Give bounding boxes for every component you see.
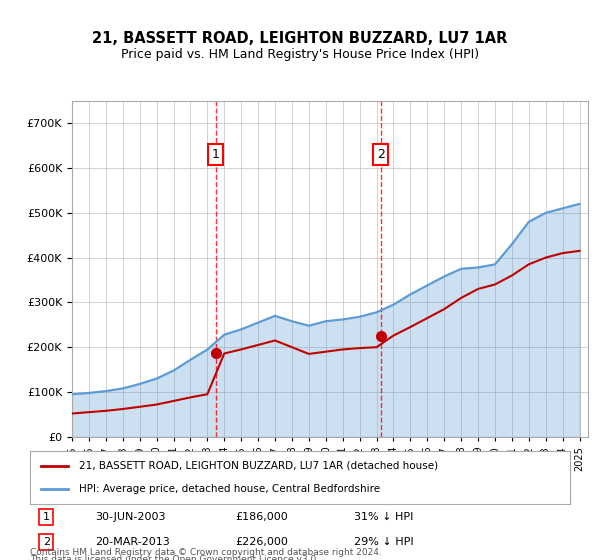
- Text: 21, BASSETT ROAD, LEIGHTON BUZZARD, LU7 1AR: 21, BASSETT ROAD, LEIGHTON BUZZARD, LU7 …: [92, 31, 508, 46]
- Text: This data is licensed under the Open Government Licence v3.0.: This data is licensed under the Open Gov…: [30, 556, 319, 560]
- Text: 1: 1: [43, 512, 50, 522]
- Text: HPI: Average price, detached house, Central Bedfordshire: HPI: Average price, detached house, Cent…: [79, 484, 380, 494]
- Text: 21, BASSETT ROAD, LEIGHTON BUZZARD, LU7 1AR (detached house): 21, BASSETT ROAD, LEIGHTON BUZZARD, LU7 …: [79, 461, 438, 471]
- Text: 1: 1: [212, 148, 220, 161]
- Text: Price paid vs. HM Land Registry's House Price Index (HPI): Price paid vs. HM Land Registry's House …: [121, 48, 479, 60]
- Text: 30-JUN-2003: 30-JUN-2003: [95, 512, 166, 522]
- Text: 29% ↓ HPI: 29% ↓ HPI: [354, 537, 413, 547]
- Text: Contains HM Land Registry data © Crown copyright and database right 2024.: Contains HM Land Registry data © Crown c…: [30, 548, 382, 557]
- Text: £186,000: £186,000: [235, 512, 288, 522]
- Text: 31% ↓ HPI: 31% ↓ HPI: [354, 512, 413, 522]
- Text: 2: 2: [377, 148, 385, 161]
- Text: £226,000: £226,000: [235, 537, 288, 547]
- Text: 2: 2: [43, 537, 50, 547]
- Text: 20-MAR-2013: 20-MAR-2013: [95, 537, 170, 547]
